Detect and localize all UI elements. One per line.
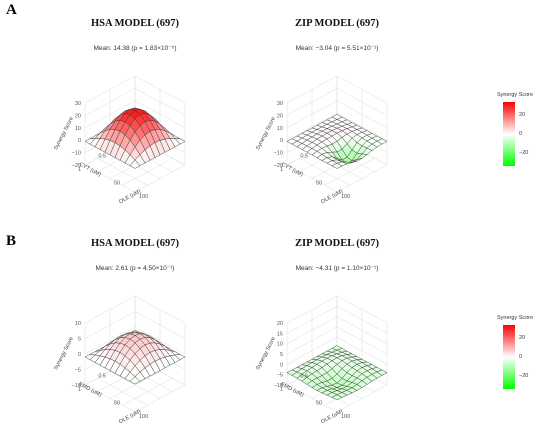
y-tick-label: 0.5 — [300, 374, 308, 380]
x-tick-label: 50 — [316, 181, 322, 187]
y-axis-label: CYT (uM) — [280, 162, 304, 179]
z-tick-label: 20 — [277, 113, 283, 119]
surface-plot-b-hsa: HSA MODEL (697) Mean: 2.61 (p = 4.50×10⁻… — [35, 238, 235, 438]
legend-tick: 0 — [519, 131, 522, 137]
z-axis-label: Synergy Score — [53, 116, 75, 151]
z-tick-label: 15 — [277, 331, 283, 337]
legend-title: Synergy Score — [497, 92, 533, 98]
x-tick-label: 100 — [139, 414, 148, 420]
x-tick-label: 100 — [341, 194, 350, 200]
panel-label-b: B — [6, 233, 16, 250]
y-tick-label: 0.5 — [98, 154, 106, 160]
x-tick-label: 100 — [341, 414, 350, 420]
legend-b: Synergy Score 20 0 −20 — [497, 315, 547, 405]
y-axis-label: EMD (uM) — [77, 381, 102, 398]
z-tick-label: 0 — [78, 138, 81, 144]
z-tick-label: −10 — [72, 151, 81, 157]
z-tick-label: 20 — [75, 113, 81, 119]
z-tick-label: 5 — [78, 337, 81, 343]
legend-tick: 0 — [519, 354, 522, 360]
z-tick-label: 5 — [280, 352, 283, 358]
legend-colorbar — [503, 325, 515, 389]
surface-plot-a-hsa: HSA MODEL (697) Mean: 14.38 (p = 1.83×10… — [35, 18, 235, 218]
y-axis-label: CYT (uM) — [78, 162, 102, 179]
z-axis-label: Synergy Score — [255, 116, 277, 151]
legend-a: Synergy Score 20 0 −20 — [497, 92, 547, 182]
legend-tick: −20 — [519, 150, 528, 156]
x-tick-label: 100 — [139, 194, 148, 200]
z-tick-label: 10 — [75, 321, 81, 327]
z-tick-label: 0 — [280, 362, 283, 368]
legend-tick: 20 — [519, 335, 525, 341]
z-tick-label: −5 — [277, 373, 283, 379]
z-tick-label: 10 — [75, 126, 81, 132]
x-tick-label: 50 — [114, 181, 120, 187]
y-tick-label: 0.5 — [98, 374, 106, 380]
legend-title: Synergy Score — [497, 315, 533, 321]
z-axis-label: Synergy Score — [255, 336, 277, 371]
y-axis-label: EMD (uM) — [279, 381, 304, 398]
surface-plot-a-zip: ZIP MODEL (697) Mean: −3.04 (p = 5.51×10… — [237, 18, 437, 218]
y-tick-label: 0.5 — [300, 154, 308, 160]
x-tick-label: 50 — [114, 401, 120, 407]
z-tick-label: 30 — [277, 101, 283, 107]
legend-colorbar — [503, 102, 515, 166]
z-tick-label: 10 — [277, 126, 283, 132]
z-tick-label: 10 — [277, 342, 283, 348]
z-tick-label: 20 — [277, 321, 283, 327]
legend-tick: −20 — [519, 373, 528, 379]
surface-plot-b-zip: ZIP MODEL (697) Mean: −4.31 (p = 1.10×10… — [237, 238, 437, 438]
z-tick-label: 30 — [75, 101, 81, 107]
z-tick-label: 0 — [78, 352, 81, 358]
z-tick-label: 0 — [280, 138, 283, 144]
panel-label-a: A — [6, 2, 17, 19]
z-tick-label: −10 — [274, 151, 283, 157]
z-axis-label: Synergy Score — [53, 336, 75, 371]
z-tick-label: −5 — [75, 368, 81, 374]
legend-tick: 20 — [519, 112, 525, 118]
x-tick-label: 50 — [316, 401, 322, 407]
